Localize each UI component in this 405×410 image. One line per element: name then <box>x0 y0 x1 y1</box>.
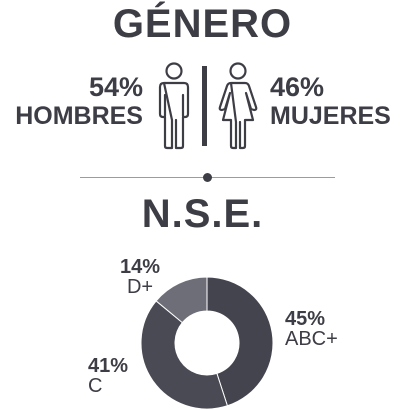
nse-title: N.S.E. <box>141 192 264 236</box>
male-percent: 54% <box>88 72 143 102</box>
male-icon <box>158 62 190 150</box>
male-stat: 54% HOMBRES <box>15 74 143 129</box>
male-label: HOMBRES <box>15 102 143 130</box>
gender-divider <box>202 66 207 146</box>
slice-category-abc: ABC+ <box>285 328 338 351</box>
donut-slice-c <box>140 300 229 410</box>
slice-label-abc: 45% ABC+ <box>285 309 338 350</box>
slice-category-dplus: D+ <box>126 276 154 299</box>
gender-title: GÉNERO <box>112 2 293 46</box>
female-label: MUJERES <box>270 102 391 130</box>
slice-category-c: C <box>88 375 103 398</box>
nse-donut-chart <box>140 276 274 410</box>
donut-slice-d <box>155 276 208 324</box>
donut-slice-abc <box>206 276 274 407</box>
slice-label-dplus: 14% D+ <box>120 257 160 298</box>
female-icon <box>218 62 258 150</box>
female-percent: 46% <box>270 72 325 102</box>
slice-percent-dplus: 14% <box>120 256 161 278</box>
slice-percent-abc: 45% <box>285 308 326 330</box>
divider-dot <box>203 173 212 182</box>
slice-label-c: 41% C <box>88 356 128 397</box>
slice-percent-c: 41% <box>88 355 129 377</box>
female-stat: 46% MUJERES <box>270 74 391 129</box>
